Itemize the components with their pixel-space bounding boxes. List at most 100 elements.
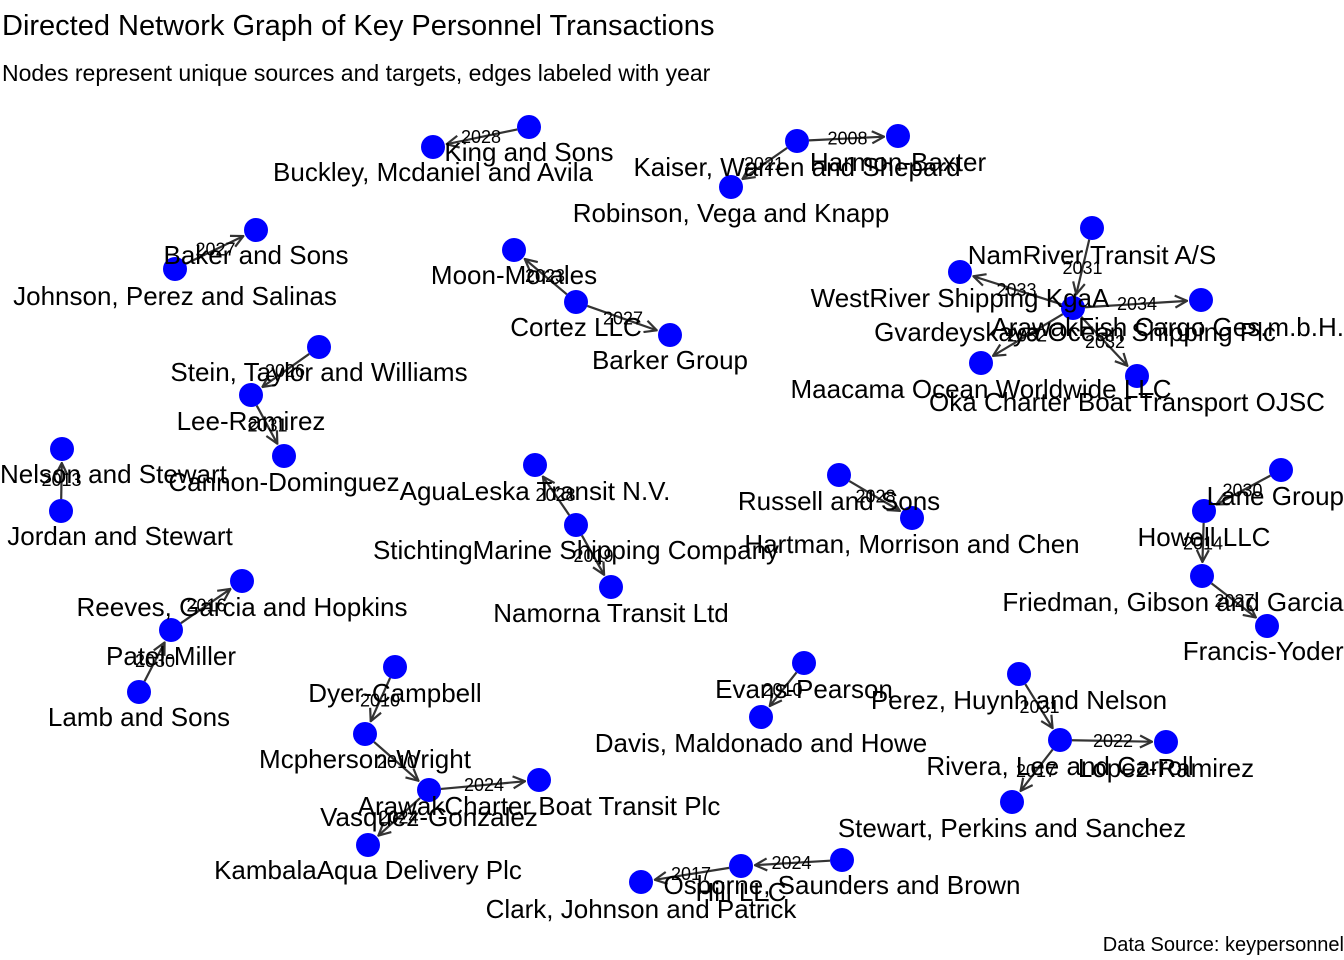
- node-label: WestRiver Shipping KgaA: [811, 283, 1110, 313]
- graph-node[interactable]: [1269, 458, 1293, 482]
- graph-node[interactable]: [159, 618, 183, 642]
- node-label: Namorna Transit Ltd: [493, 598, 729, 628]
- graph-node[interactable]: [599, 575, 623, 599]
- node-label: Oka Charter Boat Transport OJSC: [929, 387, 1325, 417]
- edge-arrow: [525, 259, 568, 296]
- graph-node[interactable]: [969, 351, 993, 375]
- edge-labels-layer: 2028 2008 2021 2027 2023 2027 2031 2033 2034 2032…: [41, 127, 1262, 884]
- edge-year-label: 2030: [1222, 481, 1262, 501]
- edge-arrow: [61, 463, 62, 500]
- graph-node[interactable]: [1154, 730, 1178, 754]
- edge-arrow: [1024, 683, 1052, 728]
- graph-node[interactable]: [1000, 790, 1024, 814]
- graph-node[interactable]: [1080, 216, 1104, 240]
- graph-node[interactable]: [502, 238, 526, 262]
- edge-arrow: [447, 128, 518, 144]
- graph-node[interactable]: [564, 290, 588, 314]
- edge-arrow: [655, 866, 730, 880]
- graph-node[interactable]: [356, 833, 380, 857]
- edge-year-label: 2031: [1019, 697, 1059, 717]
- edge-arrow: [262, 353, 310, 387]
- node-label: Rivera, Lee and Carroll: [926, 751, 1193, 781]
- graph-node[interactable]: [1255, 614, 1279, 638]
- edge-year-label: 2017: [1016, 761, 1056, 781]
- graph-node[interactable]: [886, 124, 910, 148]
- edge-arrow: [1202, 522, 1203, 562]
- edge-arrow: [373, 741, 418, 781]
- graph-node[interactable]: [163, 257, 187, 281]
- graph-node[interactable]: [1125, 364, 1149, 388]
- edge-year-label: 2024: [464, 775, 504, 795]
- edge-year-label: 2031: [247, 416, 287, 436]
- node-label: Friedman, Gibson and Garcia: [1002, 587, 1344, 617]
- graph-node[interactable]: [564, 513, 588, 537]
- graph-node[interactable]: [421, 135, 445, 159]
- graph-node[interactable]: [658, 323, 682, 347]
- edge-year-label: 2019: [573, 546, 613, 566]
- node-label: Osborne, Saunders and Brown: [664, 870, 1021, 900]
- graph-node[interactable]: [527, 768, 551, 792]
- graph-node[interactable]: [1190, 564, 1214, 588]
- graph-node[interactable]: [49, 499, 73, 523]
- edge-year-label: 2032: [1085, 332, 1125, 352]
- node-label: Gvardeyskaya Ocean Shipping Plc: [874, 317, 1276, 347]
- graph-node[interactable]: [719, 175, 743, 199]
- edge-year-label: 2028: [461, 127, 501, 147]
- graph-node[interactable]: [272, 444, 296, 468]
- edges-layer: [61, 128, 1271, 880]
- node-label: Reeves, Garcia and Hopkins: [77, 592, 408, 622]
- graph-node[interactable]: [1192, 499, 1216, 523]
- node-label: Johnson, Perez and Salinas: [13, 281, 337, 311]
- node-label: Hill LLC: [695, 877, 786, 907]
- edge-year-label: 2008: [827, 129, 867, 149]
- node-label: Cannon-Dominguez: [168, 467, 399, 497]
- graph-node[interactable]: [827, 463, 851, 487]
- graph-node[interactable]: [307, 335, 331, 359]
- edge-arrow: [1071, 740, 1152, 742]
- edge-arrow: [770, 671, 798, 706]
- graph-node[interactable]: [948, 260, 972, 284]
- graph-node[interactable]: [729, 854, 753, 878]
- graph-node[interactable]: [900, 506, 924, 530]
- graph-node[interactable]: [517, 115, 541, 139]
- edge-arrow: [742, 146, 788, 179]
- node-label: Lopez-Ramirez: [1078, 753, 1254, 783]
- edge-year-label: 2026: [265, 361, 305, 381]
- graph-node[interactable]: [417, 778, 441, 802]
- node-label: Kaiser, Warren and Shepard: [633, 152, 960, 182]
- edge-year-label: 2027: [195, 240, 235, 260]
- graph-node[interactable]: [230, 569, 254, 593]
- graph-node[interactable]: [1061, 296, 1085, 320]
- edge-year-label: 2016: [186, 596, 226, 616]
- node-label: ArawakFish Cargo Ges.m.b.H.: [991, 312, 1344, 342]
- graph-node[interactable]: [523, 453, 547, 477]
- graph-node[interactable]: [239, 383, 263, 407]
- node-label: Maacama Ocean Worldwide LLC: [790, 374, 1171, 404]
- edge-arrow: [371, 677, 392, 721]
- node-label: Perez, Huynh and Nelson: [871, 685, 1167, 715]
- edge-arrow: [993, 313, 1064, 356]
- graph-node[interactable]: [792, 651, 816, 675]
- graph-node[interactable]: [629, 870, 653, 894]
- node-label: ArawakCharter Boat Transit Plc: [358, 791, 721, 821]
- graph-node[interactable]: [830, 848, 854, 872]
- graph-node[interactable]: [1007, 662, 1031, 686]
- graph-node[interactable]: [749, 705, 773, 729]
- chart-subtitle: Nodes represent unique sources and targe…: [2, 60, 711, 86]
- node-label: Lamb and Sons: [48, 702, 230, 732]
- graph-node[interactable]: [785, 129, 809, 153]
- node-label: Hartman, Morrison and Chen: [744, 529, 1079, 559]
- edge-arrow: [543, 477, 571, 516]
- edge-arrow: [848, 480, 900, 511]
- graph-node[interactable]: [1048, 728, 1072, 752]
- edge-year-label: 2024: [378, 808, 418, 828]
- graph-node[interactable]: [353, 722, 377, 746]
- edge-year-label: 2028: [855, 487, 895, 507]
- graph-node[interactable]: [127, 680, 151, 704]
- graph-node[interactable]: [244, 218, 268, 242]
- edge-year-label: 2034: [1117, 294, 1157, 314]
- graph-node[interactable]: [383, 655, 407, 679]
- graph-node[interactable]: [1189, 288, 1213, 312]
- graph-node[interactable]: [50, 437, 74, 461]
